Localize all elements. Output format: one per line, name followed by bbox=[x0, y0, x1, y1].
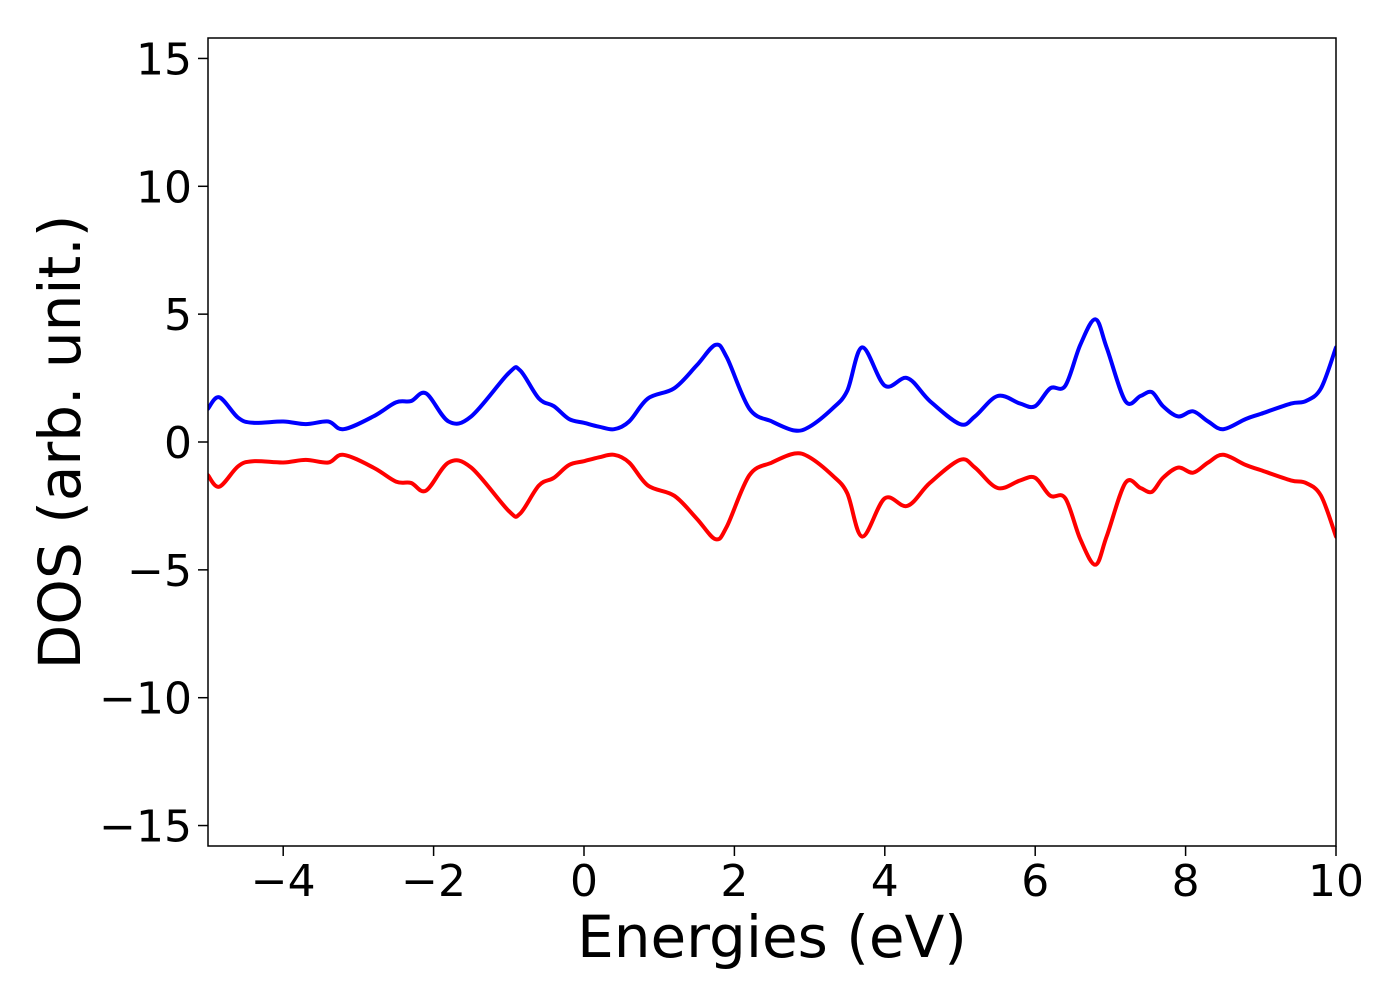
x-axis-title: Energies (eV) bbox=[577, 903, 967, 971]
y-tick-label: −15 bbox=[99, 802, 192, 853]
x-axis-ticks: −4 −2 0 2 4 6 8 10 bbox=[251, 846, 1364, 907]
y-tick-label: −5 bbox=[127, 546, 192, 597]
series-layer bbox=[208, 317, 1336, 567]
x-tick-label: 0 bbox=[570, 856, 598, 907]
y-axis-title: DOS (arb. unit.) bbox=[26, 215, 94, 670]
y-tick-label: 15 bbox=[136, 34, 192, 85]
x-tick-label: 4 bbox=[871, 856, 899, 907]
x-tick-label: 6 bbox=[1021, 856, 1049, 907]
x-tick-label: −2 bbox=[401, 856, 466, 907]
x-tick-label: 10 bbox=[1308, 856, 1364, 907]
series-line-2 bbox=[208, 451, 1336, 567]
x-tick-label: 8 bbox=[1172, 856, 1200, 907]
y-axis-ticks: 15 10 5 0 −5 −10 −15 bbox=[99, 34, 208, 853]
y-tick-label: −10 bbox=[99, 674, 192, 725]
y-tick-label: 0 bbox=[164, 418, 192, 469]
series-line-1 bbox=[208, 317, 1336, 433]
plot-frame bbox=[207, 37, 1337, 847]
y-tick-label: 5 bbox=[164, 290, 192, 341]
x-tick-label: 2 bbox=[720, 856, 748, 907]
x-tick-label: −4 bbox=[251, 856, 316, 907]
y-tick-label: 10 bbox=[136, 162, 192, 213]
